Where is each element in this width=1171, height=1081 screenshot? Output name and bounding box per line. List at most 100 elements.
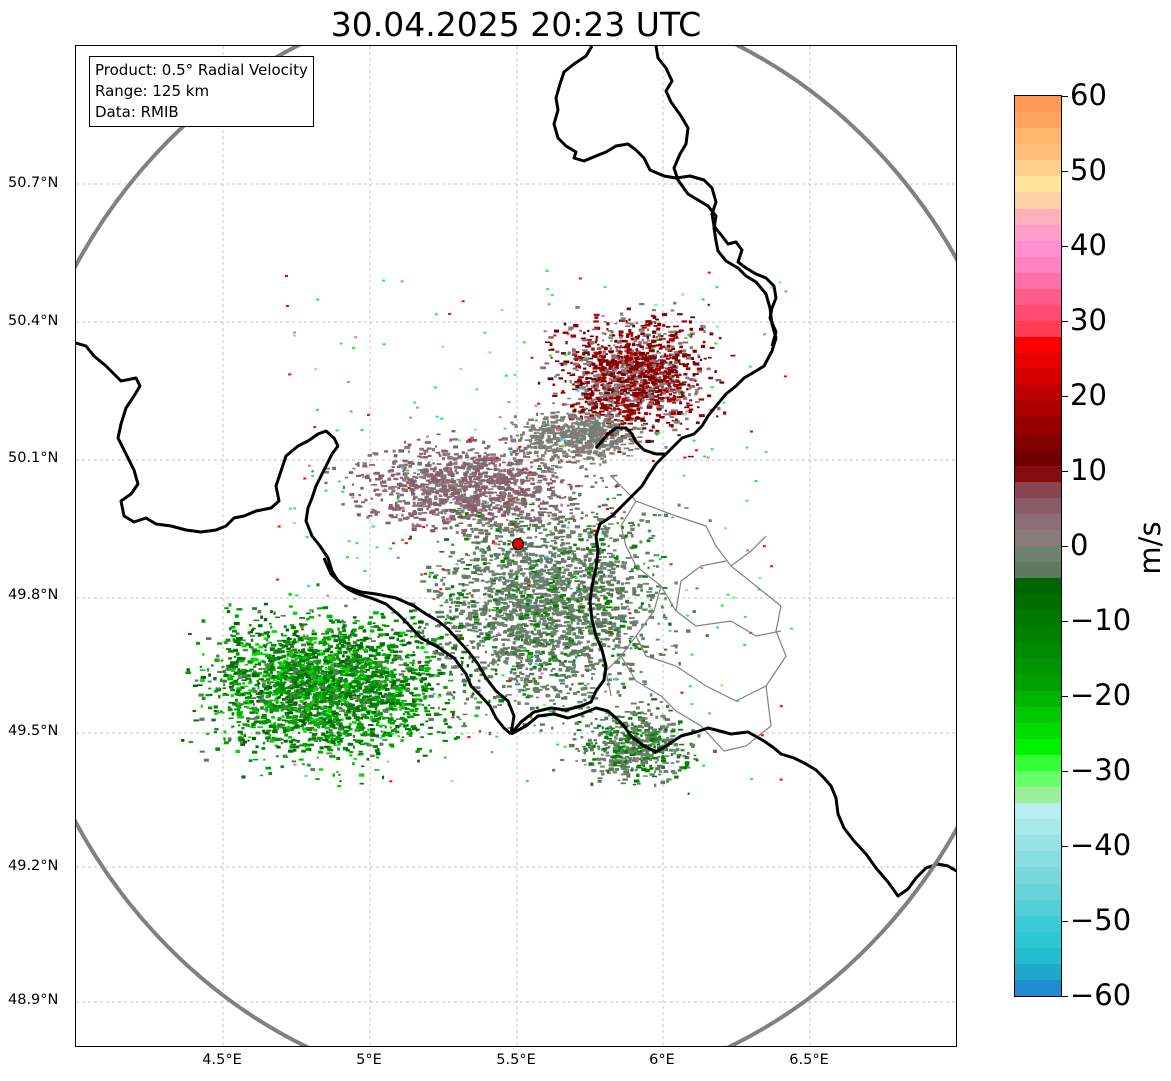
echo-pixel — [533, 680, 538, 684]
echo-pixel — [293, 745, 300, 749]
echo-pixel — [312, 665, 317, 669]
echo-pixel — [293, 669, 298, 673]
echo-pixel — [293, 630, 299, 633]
echo-pixel — [541, 622, 547, 624]
echo-pixel — [551, 575, 555, 578]
echo-pixel — [213, 731, 217, 734]
echo-pixel — [466, 644, 469, 647]
echo-pixel — [464, 482, 467, 485]
echo-pixel — [268, 771, 273, 776]
echo-pixel — [469, 674, 473, 678]
echo-pixel — [543, 667, 548, 671]
echo-pixel — [328, 697, 334, 701]
echo-pixel — [476, 646, 479, 650]
echo-pixel — [613, 556, 618, 560]
echo-pixel — [444, 621, 447, 625]
echo-pixel — [237, 715, 241, 719]
echo-pixel — [603, 534, 609, 538]
echo-pixel — [444, 718, 447, 721]
echo-pixel — [586, 645, 589, 648]
echo-pixel — [544, 566, 549, 569]
echo-pixel — [296, 709, 299, 712]
echo-pixel — [300, 693, 304, 696]
echo-pixel — [291, 666, 297, 670]
echo-pixel — [571, 550, 576, 553]
echo-pixel — [380, 676, 385, 679]
echo-pixel — [257, 661, 260, 663]
echo-pixel — [292, 632, 297, 636]
echo-pixel — [372, 661, 378, 664]
echo-pixel — [324, 656, 327, 658]
echo-pixel — [336, 740, 340, 744]
echo-pixel — [463, 567, 470, 570]
echo-pixel — [404, 655, 409, 658]
echo-pixel — [345, 687, 352, 690]
echo-pixel — [562, 663, 565, 667]
echo-pixel — [491, 579, 496, 582]
echo-pixel — [287, 730, 290, 732]
echo-pixel — [305, 697, 310, 700]
echo-pixel — [493, 649, 497, 653]
echo-pixel — [616, 596, 620, 600]
echo-pixel — [488, 520, 492, 523]
echo-pixel — [555, 591, 561, 594]
echo-pixel — [505, 651, 508, 655]
echo-pixel — [379, 724, 386, 727]
echo-pixel — [351, 672, 355, 674]
echo-pixel — [523, 684, 526, 689]
echo-pixel — [426, 588, 432, 593]
echo-pixel — [394, 685, 399, 689]
echo-pixel — [554, 536, 558, 538]
echo-pixel — [543, 622, 549, 627]
echo-pixel — [580, 517, 584, 520]
echo-pixel — [556, 523, 560, 526]
echo-pixel — [339, 660, 345, 664]
echo-pixel — [529, 552, 535, 556]
echo-pixel — [506, 605, 510, 608]
echo-pixel — [373, 654, 377, 658]
echo-pixel — [293, 651, 298, 653]
echo-pixel — [424, 664, 429, 667]
echo-pixel — [561, 547, 568, 550]
echo-pixel — [546, 588, 549, 591]
echo-pixel — [366, 674, 370, 678]
echo-pixel — [632, 587, 636, 590]
echo-pixel — [444, 633, 449, 636]
echo-pixel — [622, 663, 626, 666]
echo-pixel — [597, 661, 600, 664]
echo-pixel — [405, 677, 411, 681]
echo-pixel — [307, 660, 311, 664]
echo-pixel — [525, 688, 530, 691]
echo-pixel — [543, 611, 548, 614]
echo-pixel — [549, 545, 554, 547]
echo-pixel — [499, 530, 502, 534]
echo-pixel — [571, 683, 574, 686]
echo-pixel — [511, 559, 515, 562]
echo-pixel — [593, 516, 599, 518]
echo-pixel — [427, 683, 432, 687]
echo-pixel — [311, 629, 315, 633]
echo-pixel — [584, 620, 589, 622]
echo-pixel — [668, 622, 672, 626]
echo-pixel — [628, 677, 635, 681]
echo-pixel — [233, 648, 238, 652]
echo-pixel — [427, 487, 432, 490]
echo-pixel — [358, 674, 362, 678]
echo-pixel — [639, 633, 643, 637]
echo-pixel — [613, 549, 617, 552]
echo-pixel — [272, 730, 278, 734]
echo-pixel — [324, 470, 329, 474]
echo-pixel — [271, 630, 278, 633]
echo-pixel — [612, 638, 615, 642]
echo-pixel — [307, 663, 314, 665]
echo-pixel — [455, 736, 460, 739]
echo-pixel — [366, 744, 373, 747]
echo-pixel — [602, 609, 608, 612]
echo-pixel — [322, 738, 328, 742]
echo-pixel — [409, 715, 415, 718]
echo-pixel — [608, 523, 614, 525]
echo-pixel — [205, 693, 210, 697]
echo-pixel — [341, 670, 345, 673]
echo-pixel — [259, 720, 265, 723]
echo-pixel — [247, 702, 253, 705]
